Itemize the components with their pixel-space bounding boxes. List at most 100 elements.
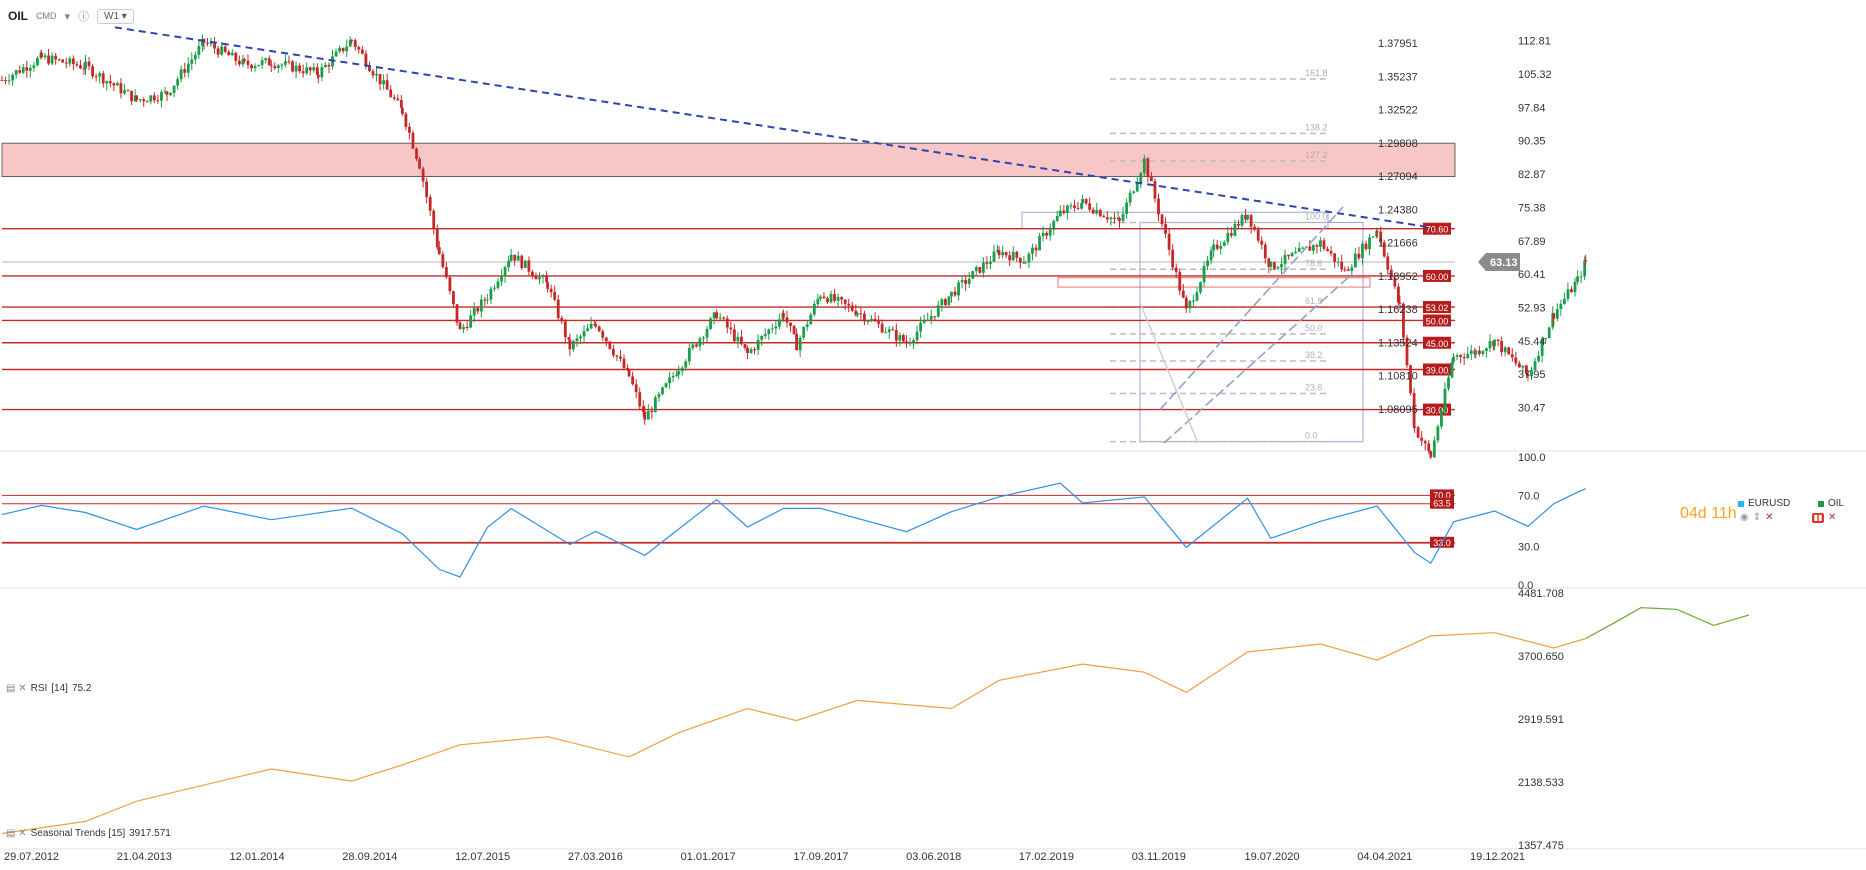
- sort-icon[interactable]: ⇕: [1752, 512, 1762, 523]
- consolidation-box: [1021, 211, 1329, 230]
- candle-body: [350, 40, 354, 42]
- candle-body: [1579, 276, 1583, 278]
- candle-body: [465, 327, 469, 329]
- candle-body: [898, 335, 902, 341]
- candle-body: [802, 326, 806, 338]
- candle-body: [657, 394, 661, 398]
- candle-body: [1375, 231, 1379, 233]
- candle-body: [400, 107, 404, 114]
- candle-body: [626, 368, 629, 370]
- candle-body: [912, 340, 915, 343]
- candle-body: [1164, 224, 1167, 234]
- candle-body: [985, 262, 989, 264]
- candle-body: [472, 308, 476, 316]
- candle-body: [7, 80, 11, 82]
- fib-level-label: 138.2: [1305, 122, 1328, 132]
- candle-body: [507, 260, 511, 268]
- candle-body: [392, 97, 396, 99]
- rsi-level-tag-label: 63.5: [1433, 499, 1451, 509]
- info-icon[interactable]: ⓘ: [78, 11, 90, 23]
- candle-body: [1530, 370, 1533, 377]
- candles-icon[interactable]: ▮▮: [1812, 512, 1824, 523]
- last-price-label: 63.13: [1490, 257, 1518, 269]
- eurusd-axis-tick: 1.10810: [1378, 371, 1418, 383]
- candle-body: [919, 322, 923, 332]
- candle-body: [357, 47, 361, 50]
- candle-body: [1459, 355, 1463, 358]
- candle-body: [1510, 354, 1514, 358]
- candle-body: [308, 67, 312, 71]
- candle-body: [996, 250, 999, 252]
- level-tag-bg: [1423, 363, 1451, 376]
- candle-body: [1116, 218, 1120, 220]
- candle-body: [770, 328, 774, 330]
- legend-eurusd[interactable]: EURUSD: [1738, 498, 1790, 509]
- candle-body: [64, 62, 68, 64]
- fib-level-label: 50.0: [1305, 323, 1323, 333]
- candle-body: [650, 410, 654, 413]
- candle-body: [425, 181, 429, 197]
- candle-body: [1287, 254, 1290, 257]
- close-oil-icon[interactable]: ✕: [1828, 512, 1837, 523]
- candle-body: [172, 85, 176, 93]
- candle-body: [1573, 281, 1577, 293]
- candle-body: [944, 299, 947, 305]
- candle-body: [619, 356, 622, 359]
- x-axis-tick: 27.03.2016: [568, 851, 623, 863]
- candle-body: [382, 80, 386, 85]
- candle-body: [324, 64, 327, 68]
- close-icon[interactable]: ✕: [1765, 512, 1774, 523]
- eye-icon[interactable]: ◉: [1740, 512, 1749, 523]
- candle-body: [1440, 410, 1443, 427]
- candle-body: [227, 51, 231, 56]
- candle-body: [863, 313, 866, 322]
- candle-body: [695, 344, 698, 347]
- candle-body: [234, 52, 238, 61]
- candle-body: [1188, 300, 1192, 309]
- chart-header: OIL CMD ▾ ⓘ W1 ▾: [8, 8, 134, 24]
- candle-body: [567, 337, 571, 340]
- candle-body: [940, 299, 944, 306]
- candle-body: [709, 318, 712, 329]
- candle-body: [1055, 215, 1059, 221]
- candle-body: [1027, 253, 1031, 263]
- candle-body: [880, 323, 884, 333]
- candle-body: [778, 319, 781, 327]
- candle-body: [819, 296, 822, 299]
- timeframe-selector[interactable]: W1 ▾: [97, 8, 134, 24]
- candle-body: [894, 330, 898, 341]
- x-axis-tick: 12.07.2015: [455, 851, 510, 863]
- candle-body: [641, 406, 645, 412]
- chevron-down-icon[interactable]: ▾: [64, 10, 71, 23]
- last-price-marker: [1478, 252, 1520, 271]
- candle-body: [705, 328, 709, 338]
- candle-body: [611, 348, 615, 356]
- level-tag-label: 30.00: [1426, 406, 1449, 416]
- candle-body: [1263, 244, 1267, 259]
- symbol-type: CMD: [36, 11, 57, 21]
- candle-body: [243, 59, 246, 61]
- price-axis-tick: 90.35: [1518, 136, 1546, 148]
- candle-body: [230, 52, 234, 56]
- candle-body: [152, 95, 156, 101]
- candle-body: [553, 292, 557, 300]
- candle-body: [246, 60, 250, 65]
- candle-body: [61, 59, 65, 63]
- candle-body: [1202, 265, 1206, 283]
- candle-body: [1260, 240, 1264, 245]
- pane-settings-icon[interactable]: ▤ ✕: [6, 828, 27, 839]
- candle-body: [1022, 262, 1026, 264]
- candle-body: [736, 336, 740, 342]
- eurusd-axis-tick: 1.37951: [1378, 38, 1418, 50]
- legend-oil[interactable]: OIL: [1818, 498, 1844, 509]
- candle-body: [597, 326, 601, 332]
- candle-body: [870, 318, 873, 322]
- candle-body: [1547, 327, 1551, 339]
- candle-body: [760, 336, 764, 340]
- candle-body: [1023, 262, 1027, 264]
- pane-settings-icon[interactable]: ▤ ✕: [6, 683, 27, 694]
- candle-body: [643, 411, 647, 420]
- candle-body: [237, 60, 241, 65]
- candle-body: [1396, 286, 1400, 303]
- candle-body: [1015, 251, 1019, 258]
